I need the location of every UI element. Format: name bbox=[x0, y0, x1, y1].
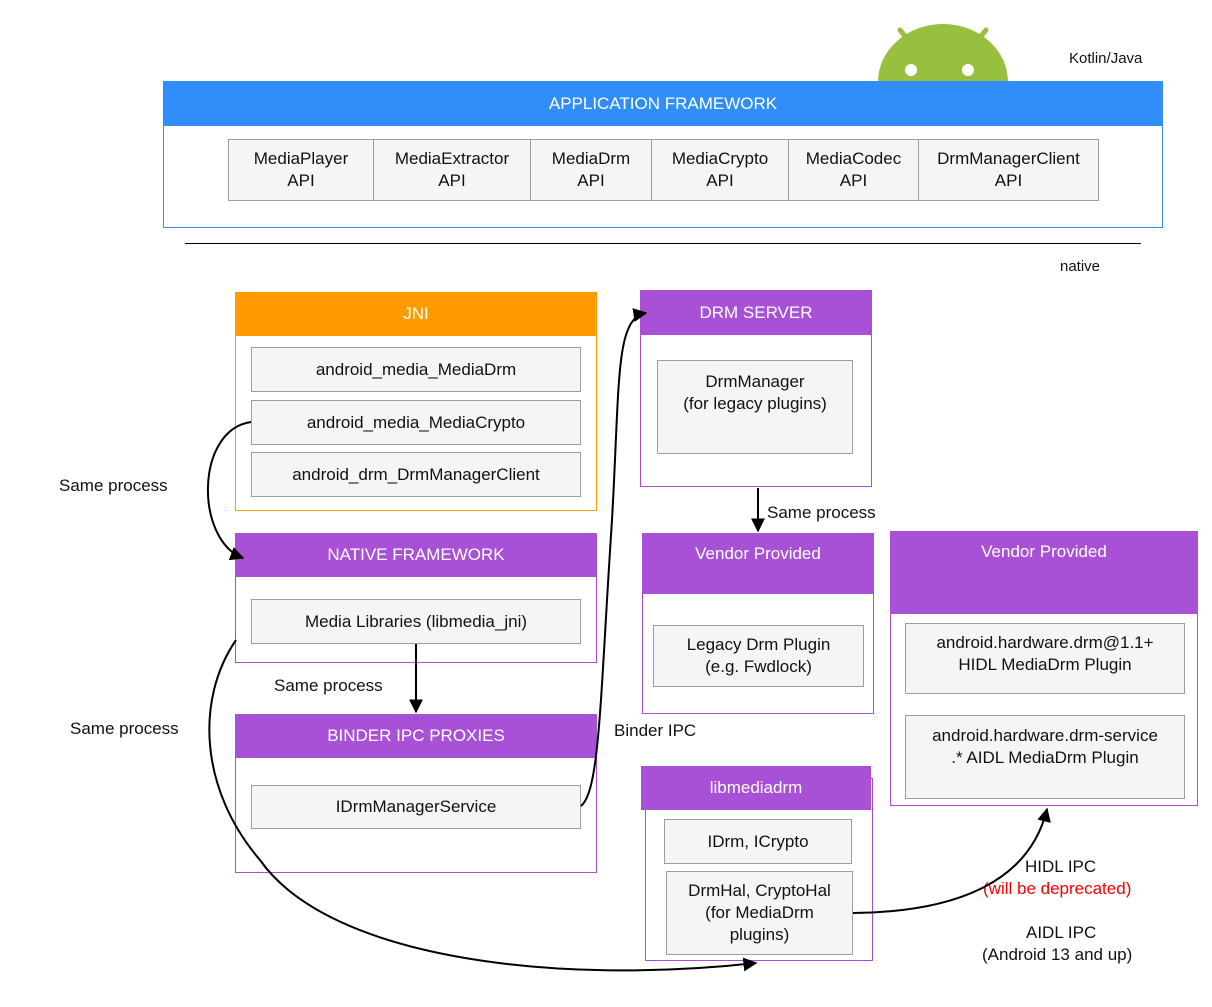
drmmanager: DrmManager (for legacy plugins) bbox=[657, 360, 853, 454]
same-process-label-drm: Same process bbox=[767, 503, 876, 522]
aidl-ipc-label: AIDL IPC bbox=[1026, 923, 1097, 942]
native-framework-header: NATIVE FRAMEWORK bbox=[235, 533, 597, 577]
binder-proxies-header: BINDER IPC PROXIES bbox=[235, 714, 597, 758]
api-mediaplayer: MediaPlayer API bbox=[228, 139, 374, 201]
aidl-version-label: (Android 13 and up) bbox=[982, 945, 1133, 964]
libmediadrm-header: libmediadrm bbox=[641, 766, 871, 810]
vendor-legacy-header: Vendor Provided bbox=[642, 533, 874, 594]
api-drmmanagerclient: DrmManagerClient API bbox=[918, 139, 1099, 201]
api-mediaextractor: MediaExtractor API bbox=[373, 139, 531, 201]
application-framework-header: APPLICATION FRAMEWORK bbox=[163, 81, 1163, 126]
native-label: native bbox=[1060, 258, 1101, 275]
jni-drmmanagerclient: android_drm_DrmManagerClient bbox=[251, 452, 581, 497]
same-process-label-native: Same process bbox=[274, 676, 383, 695]
native-divider bbox=[185, 243, 1141, 244]
kotlin-java-label: Kotlin/Java bbox=[1069, 50, 1143, 67]
idrm-icrypto: IDrm, ICrypto bbox=[664, 819, 852, 864]
api-mediacrypto: MediaCrypto API bbox=[651, 139, 789, 201]
hidl-deprecated-label: (will be deprecated) bbox=[983, 879, 1132, 898]
drmhal-cryptohal: DrmHal, CryptoHal (for MediaDrm plugins) bbox=[666, 871, 853, 955]
api-mediadrm: MediaDrm API bbox=[530, 139, 652, 201]
binder-ipc-label: Binder IPC bbox=[614, 721, 697, 740]
aidl-mediadrm-plugin: android.hardware.drm-service .* AIDL Med… bbox=[905, 715, 1185, 799]
same-process-label-long: Same process bbox=[70, 719, 179, 738]
api-mediacodec: MediaCodec API bbox=[788, 139, 919, 201]
vendor-hal-header: Vendor Provided bbox=[890, 531, 1198, 614]
legacy-drm-plugin: Legacy Drm Plugin (e.g. Fwdlock) bbox=[653, 625, 864, 687]
drm-server-header: DRM SERVER bbox=[640, 290, 872, 335]
jni-header: JNI bbox=[235, 292, 597, 336]
media-libraries: Media Libraries (libmedia_jni) bbox=[251, 599, 581, 644]
jni-mediadrm: android_media_MediaDrm bbox=[251, 347, 581, 392]
hidl-mediadrm-plugin: android.hardware.drm@1.1+ HIDL MediaDrm … bbox=[905, 623, 1185, 694]
same-process-label-jni: Same process bbox=[59, 476, 168, 495]
idrmmanagerservice: IDrmManagerService bbox=[251, 785, 581, 829]
jni-mediacrypto: android_media_MediaCrypto bbox=[251, 400, 581, 445]
hidl-ipc-label: HIDL IPC bbox=[1025, 857, 1097, 876]
